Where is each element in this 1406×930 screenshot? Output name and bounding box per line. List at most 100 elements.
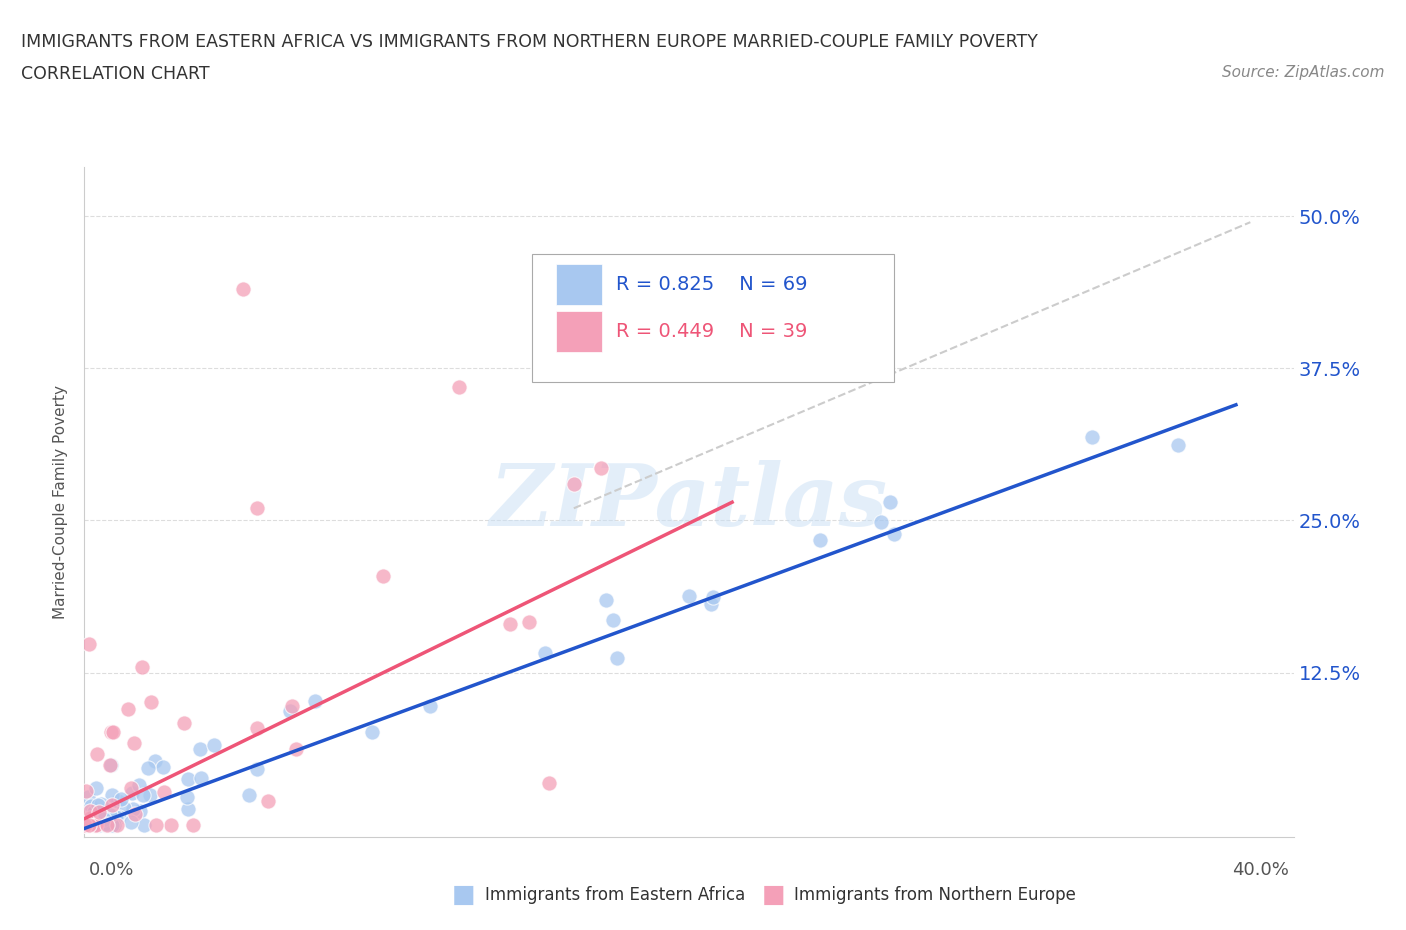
Point	[101, 798, 124, 813]
Point	[73, 817, 96, 832]
Text: ■: ■	[453, 883, 475, 907]
Point	[145, 817, 167, 832]
Point	[136, 761, 159, 776]
Point	[534, 645, 557, 660]
Point	[591, 460, 613, 475]
Point	[138, 788, 160, 803]
Point	[93, 817, 115, 831]
Point	[87, 817, 110, 832]
Text: R = 0.449    N = 39: R = 0.449 N = 39	[616, 322, 808, 341]
Point	[120, 780, 142, 795]
Point	[122, 802, 145, 817]
Point	[870, 514, 893, 529]
Point	[83, 804, 105, 819]
Point	[120, 815, 142, 830]
Point	[100, 808, 122, 823]
Point	[101, 817, 124, 832]
Point	[139, 695, 162, 710]
Point	[105, 817, 128, 832]
Point	[281, 698, 304, 713]
Point	[361, 724, 384, 739]
Point	[238, 788, 260, 803]
Point	[678, 589, 700, 604]
Point	[173, 716, 195, 731]
Point	[79, 799, 101, 814]
Point	[93, 814, 115, 829]
Point	[75, 784, 97, 799]
Point	[132, 788, 155, 803]
Point	[107, 794, 129, 809]
Point	[537, 776, 560, 790]
Point	[121, 785, 143, 800]
Point	[84, 780, 107, 795]
Point	[246, 501, 269, 516]
Point	[702, 590, 724, 604]
Point	[84, 817, 107, 832]
Point	[153, 784, 176, 799]
Point	[93, 811, 115, 826]
Point	[562, 476, 585, 491]
FancyBboxPatch shape	[531, 255, 894, 381]
Point	[86, 747, 108, 762]
Point	[87, 817, 110, 832]
Point	[246, 762, 269, 777]
Point	[519, 615, 541, 630]
Point	[1167, 437, 1189, 452]
Point	[177, 772, 200, 787]
Point	[101, 724, 124, 739]
Point	[143, 754, 166, 769]
Point	[79, 811, 101, 826]
Text: 40.0%: 40.0%	[1233, 860, 1289, 879]
Point	[371, 569, 394, 584]
Text: ZIPatlas: ZIPatlas	[489, 460, 889, 544]
Point	[181, 817, 204, 832]
Point	[1081, 430, 1104, 445]
Point	[103, 817, 125, 832]
Point	[76, 814, 98, 829]
Point	[79, 804, 101, 818]
FancyBboxPatch shape	[555, 312, 602, 352]
Point	[419, 698, 441, 713]
Point	[107, 809, 129, 824]
Point	[96, 817, 118, 831]
Point	[87, 804, 110, 819]
Point	[602, 612, 624, 627]
Point	[447, 379, 470, 394]
Point	[98, 758, 121, 773]
Point	[100, 758, 122, 773]
Point	[117, 702, 139, 717]
Point	[90, 797, 112, 812]
Point	[84, 817, 107, 832]
Y-axis label: Married-Couple Family Poverty: Married-Couple Family Poverty	[53, 385, 69, 619]
Point	[105, 810, 128, 825]
Point	[606, 651, 628, 666]
Text: Source: ZipAtlas.com: Source: ZipAtlas.com	[1222, 65, 1385, 80]
Point	[134, 817, 156, 832]
Point	[128, 777, 150, 792]
Point	[883, 526, 905, 541]
Point	[103, 817, 125, 832]
Point	[879, 494, 901, 509]
Point	[188, 741, 211, 756]
Point	[94, 817, 117, 832]
Point	[75, 817, 97, 832]
Point	[128, 804, 150, 818]
Point	[110, 791, 132, 806]
Point	[202, 737, 225, 752]
Point	[131, 660, 153, 675]
Point	[124, 806, 146, 821]
Point	[82, 817, 104, 832]
Point	[103, 808, 125, 823]
Point	[87, 797, 110, 812]
Point	[278, 703, 301, 718]
Text: R = 0.825    N = 69: R = 0.825 N = 69	[616, 275, 808, 294]
Point	[76, 817, 98, 832]
Point	[256, 793, 278, 808]
Point	[91, 812, 114, 827]
Text: 0.0%: 0.0%	[89, 860, 134, 879]
Point	[79, 817, 101, 832]
Text: CORRELATION CHART: CORRELATION CHART	[21, 65, 209, 83]
Point	[98, 817, 121, 832]
Text: Immigrants from Eastern Africa: Immigrants from Eastern Africa	[485, 885, 745, 904]
Text: ■: ■	[762, 883, 785, 907]
